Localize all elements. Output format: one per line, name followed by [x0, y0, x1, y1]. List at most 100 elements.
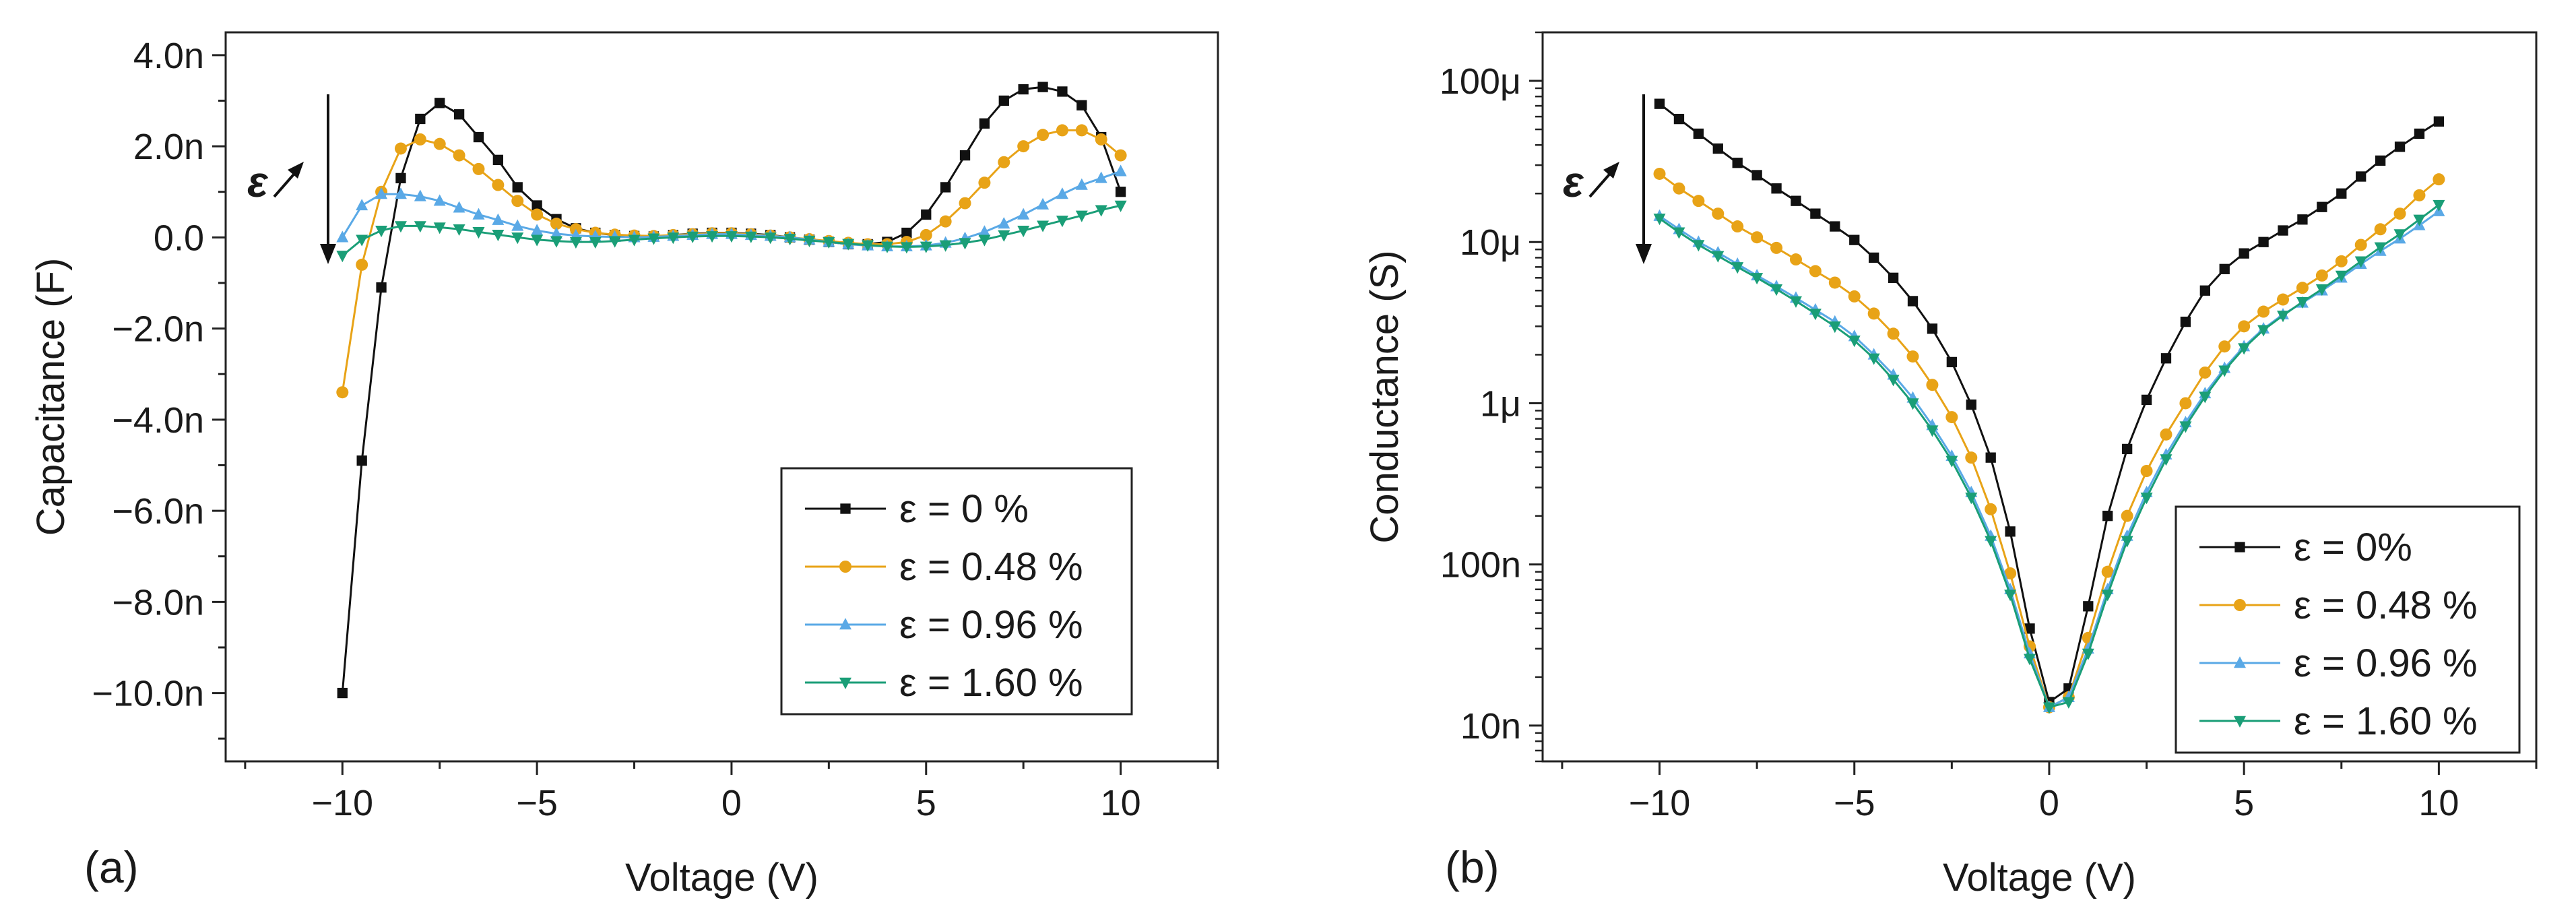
data-point: [1809, 265, 1822, 278]
data-point: [1985, 536, 1997, 548]
data-point: [1888, 272, 1899, 283]
data-point: [2433, 173, 2445, 186]
strain-annotation: ε: [1563, 158, 1584, 206]
data-point: [1907, 296, 1919, 307]
data-point: [336, 230, 349, 243]
data-point: [531, 224, 544, 236]
data-point: [1985, 452, 1996, 463]
data-point: [839, 677, 851, 689]
data-point: [1114, 200, 1127, 212]
data-point: [1095, 133, 1107, 146]
data-point: [2356, 171, 2366, 182]
data-point: [1771, 183, 1782, 194]
data-point: [2179, 397, 2192, 410]
strain-arrow-head: [288, 162, 304, 179]
data-point: [2354, 239, 2367, 251]
data-point: [608, 236, 621, 248]
data-point: [2277, 293, 2290, 306]
data-point: [2042, 702, 2055, 714]
data-point: [433, 194, 446, 206]
data-point: [2082, 648, 2094, 660]
data-point: [725, 231, 738, 243]
data-point: [337, 687, 348, 699]
y-tick-label: −8.0n: [112, 582, 204, 623]
legend-entry: ε = 0%: [2294, 526, 2412, 569]
y-tick-label: 100n: [1440, 545, 1521, 586]
data-point: [453, 224, 465, 236]
data-point: [1926, 379, 1939, 391]
data-point: [764, 232, 777, 245]
data-point: [2257, 305, 2270, 318]
data-point: [2433, 199, 2445, 212]
data-point: [1887, 375, 1900, 387]
data-point: [2297, 214, 2308, 225]
data-point: [1114, 164, 1127, 177]
data-point: [1114, 149, 1127, 162]
data-point: [2296, 296, 2309, 309]
data-point: [2296, 282, 2309, 294]
data-point: [1945, 455, 1958, 468]
data-point: [356, 455, 367, 466]
data-point: [453, 109, 465, 120]
data-point: [1692, 240, 1705, 252]
data-point: [1673, 227, 1685, 239]
data-point: [940, 182, 951, 193]
data-point: [394, 187, 407, 199]
data-point: [2413, 189, 2426, 201]
data-point: [1653, 214, 1666, 226]
legend-entry: ε = 0.48 %: [899, 545, 1083, 589]
y-tick-label: 1μ: [1480, 383, 1521, 424]
data-point: [473, 131, 484, 143]
series-1: [1654, 98, 2445, 707]
data-point: [492, 179, 505, 191]
data-point: [647, 233, 660, 245]
data-point: [336, 386, 349, 399]
data-point: [1037, 82, 1048, 92]
data-point: [959, 197, 971, 210]
data-point: [1712, 251, 1725, 263]
legend: ε = 0% ε = 0.48 % ε = 0.96 % ε = 1.60 %: [2175, 505, 2521, 754]
data-point: [2160, 428, 2172, 441]
data-point: [1828, 321, 1841, 334]
data-point: [1037, 129, 1050, 141]
data-point: [2004, 567, 2017, 579]
data-point: [1095, 205, 1107, 217]
data-point: [1056, 187, 1068, 199]
panel-label: (a): [84, 842, 139, 892]
data-point: [978, 234, 991, 247]
data-point: [1057, 86, 1068, 97]
data-point: [1692, 195, 1705, 208]
legend-entry: ε = 0.96 %: [2294, 641, 2478, 685]
data-point: [1906, 350, 1919, 363]
data-point: [1926, 425, 1939, 437]
data-point: [881, 241, 893, 253]
data-point: [2234, 599, 2246, 611]
data-point: [2278, 225, 2288, 236]
x-tick-label: 0: [2039, 783, 2059, 823]
data-point: [492, 230, 505, 242]
data-point: [1653, 167, 1666, 180]
data-point: [1946, 356, 1958, 368]
data-point: [1887, 327, 1900, 340]
data-point: [1751, 273, 1764, 285]
data-point: [2336, 188, 2347, 199]
data-point: [1732, 158, 1743, 168]
y-tick-label: 4.0n: [133, 36, 204, 76]
series-2: [1653, 167, 2445, 714]
data-point: [921, 209, 932, 220]
panel-label: (b): [1445, 842, 1500, 892]
data-point: [1985, 503, 1997, 515]
data-point: [1075, 210, 1088, 222]
data-point: [2257, 325, 2270, 337]
data-point: [375, 225, 388, 238]
data-point: [862, 240, 874, 252]
data-point: [840, 503, 851, 514]
data-point: [901, 227, 912, 239]
data-point: [472, 208, 485, 220]
data-point: [1037, 220, 1050, 232]
data-point: [492, 213, 505, 225]
data-point: [2160, 353, 2172, 364]
data-point: [2258, 236, 2269, 247]
data-point: [414, 221, 426, 233]
data-point: [667, 232, 680, 245]
